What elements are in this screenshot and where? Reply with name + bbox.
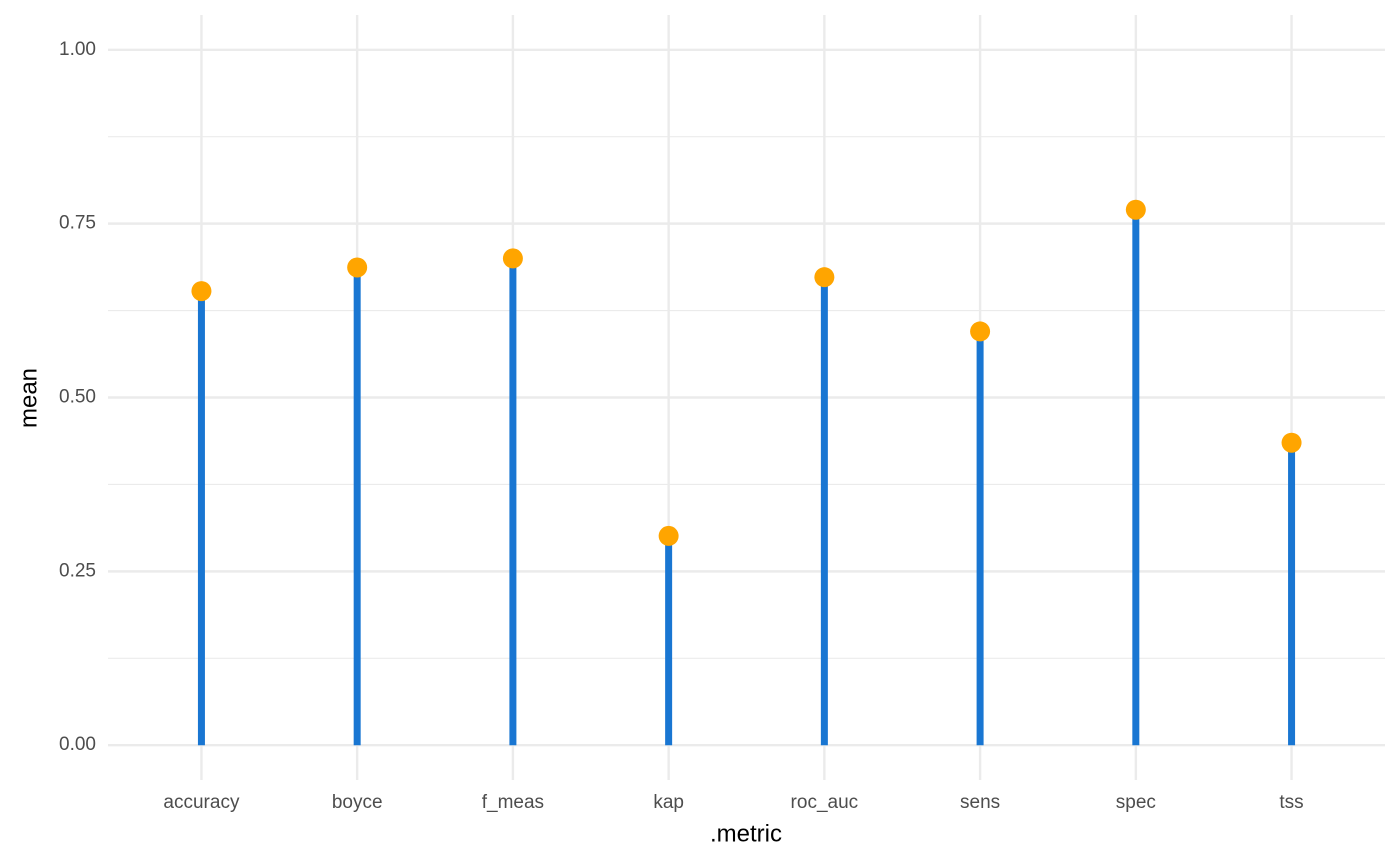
x-tick-label: accuracy bbox=[163, 792, 240, 813]
point bbox=[347, 257, 368, 278]
point bbox=[502, 248, 523, 269]
y-tick-label: 0.75 bbox=[59, 213, 96, 234]
point bbox=[191, 281, 212, 302]
marks bbox=[191, 199, 1302, 746]
y-tick-label: 0.00 bbox=[59, 734, 96, 755]
x-axis-title: .metric bbox=[710, 820, 782, 847]
point bbox=[1125, 199, 1146, 220]
point bbox=[1281, 432, 1302, 453]
x-tick-label: boyce bbox=[332, 792, 383, 813]
x-tick-label: roc_auc bbox=[791, 792, 859, 813]
y-tick-label: 0.25 bbox=[59, 560, 96, 581]
y-axis-title: mean bbox=[15, 368, 42, 428]
point bbox=[970, 321, 991, 342]
x-tick-label: sens bbox=[960, 792, 1000, 813]
x-tick-label: f_meas bbox=[482, 792, 544, 813]
x-tick-label: spec bbox=[1116, 792, 1156, 813]
x-tick-label: kap bbox=[653, 792, 684, 813]
x-tick-label: tss bbox=[1279, 792, 1303, 813]
grid bbox=[108, 15, 1385, 780]
point bbox=[658, 525, 679, 546]
point bbox=[814, 267, 835, 288]
y-tick-label: 0.50 bbox=[59, 387, 96, 408]
y-tick-label: 1.00 bbox=[59, 39, 96, 60]
